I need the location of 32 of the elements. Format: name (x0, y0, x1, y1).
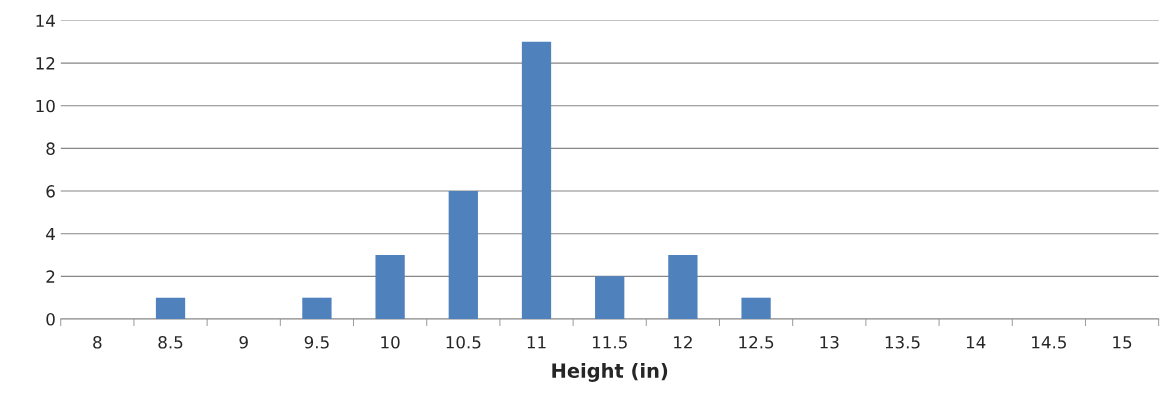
y-tick-label: 10 (36, 99, 55, 113)
x-tick-label: 15 (1113, 336, 1132, 349)
x-tick-label: 14 (966, 336, 986, 349)
y-tick-label: 2 (46, 270, 55, 283)
bar (595, 276, 625, 320)
x-tick-label: 8.5 (158, 335, 183, 349)
x-tick-label: 12.5 (739, 335, 774, 349)
y-tick-label: 14 (36, 14, 55, 27)
bar (521, 41, 552, 320)
bar (302, 297, 332, 320)
bar (375, 255, 405, 320)
x-tick-label: 14.5 (1032, 336, 1066, 349)
y-tick-label: 0 (46, 312, 55, 326)
y-tick-label: 8 (46, 142, 55, 155)
x-tick-label: 10.5 (446, 335, 481, 349)
x-tick-label: 12 (674, 335, 692, 349)
y-tick-label: 12 (36, 57, 55, 70)
x-tick-label: 13.5 (885, 335, 920, 349)
y-tick-label: 4 (46, 227, 55, 241)
x-tick-label: 9 (239, 335, 248, 349)
x-tick-label: 10 (381, 335, 400, 349)
x-axis-title: Height (in) (552, 362, 668, 382)
bar (155, 297, 186, 320)
bar (448, 191, 478, 320)
x-tick-label: 11.5 (592, 336, 627, 349)
x-tick-label: 8 (93, 335, 102, 349)
x-tick-label: 13 (820, 335, 839, 349)
x-tick-label: 11 (527, 336, 546, 349)
y-tick-label: 6 (46, 185, 55, 198)
x-tick-label: 9.5 (304, 335, 329, 349)
bar (741, 297, 771, 320)
bar (668, 255, 698, 320)
